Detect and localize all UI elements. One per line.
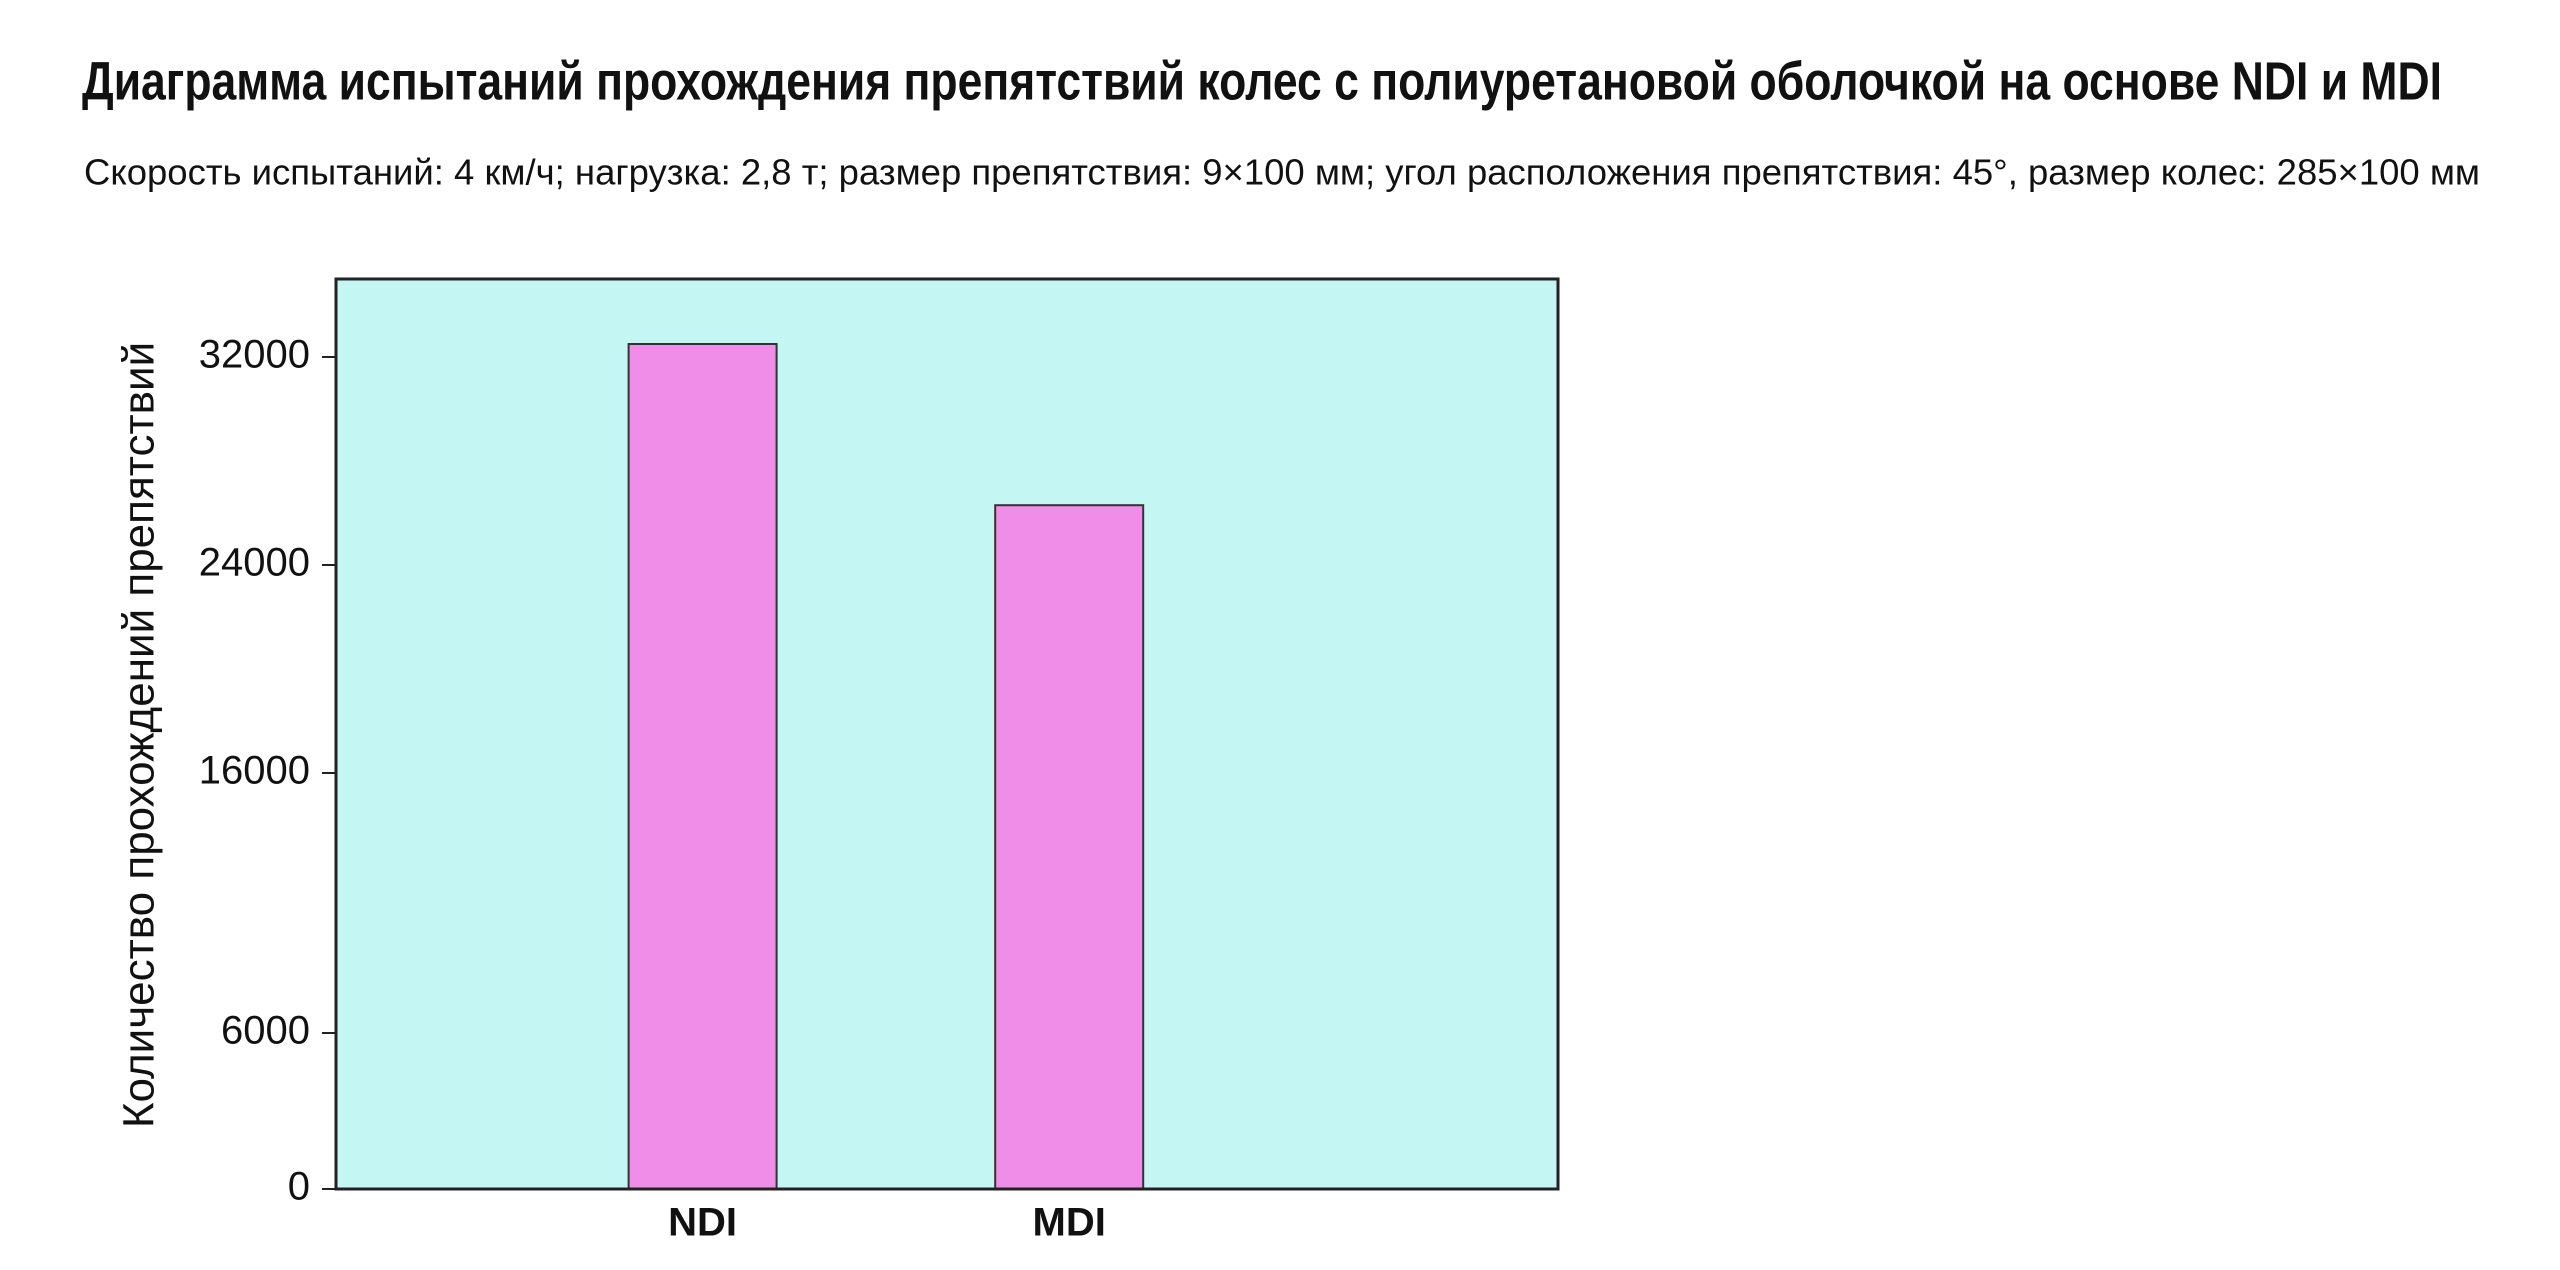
x-tick-label: NDI — [668, 1201, 737, 1245]
y-tick-label: 0 — [288, 1165, 310, 1209]
y-tick-label: 24000 — [199, 541, 310, 585]
chart-title: Диаграмма испытаний прохождения препятст… — [82, 51, 2442, 111]
y-axis-label: Количество прохождений препятствий — [115, 342, 164, 1128]
y-tick-label: 6000 — [221, 1009, 310, 1053]
x-tick-label: MDI — [1033, 1201, 1106, 1245]
y-tick-label: 32000 — [199, 333, 310, 377]
bar — [994, 504, 1145, 1190]
bar — [627, 343, 778, 1190]
plot-area — [336, 279, 1558, 1189]
y-tick-label: 16000 — [199, 749, 310, 793]
plot-frame — [334, 277, 1560, 1191]
chart-subtitle: Скорость испытаний: 4 км/ч; нагрузка: 2,… — [84, 152, 2480, 193]
